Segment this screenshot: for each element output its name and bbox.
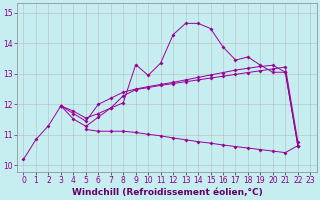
X-axis label: Windchill (Refroidissement éolien,°C): Windchill (Refroidissement éolien,°C) [72,188,262,197]
